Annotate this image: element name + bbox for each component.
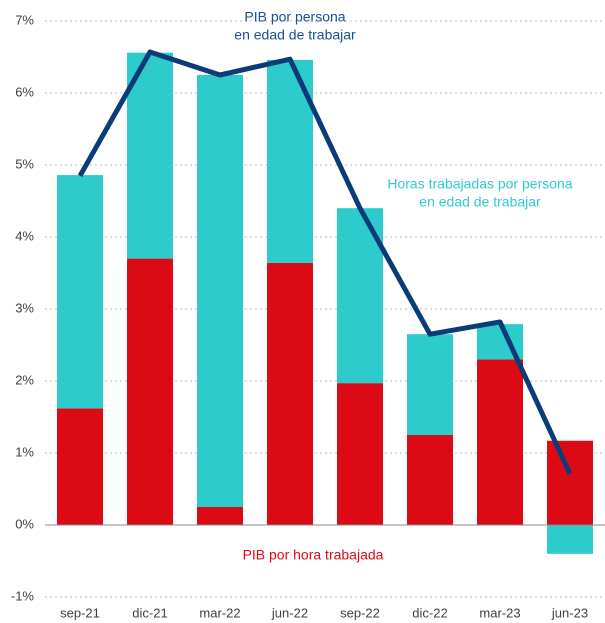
y-tick-label: 2% bbox=[15, 372, 34, 387]
y-tick-label: 0% bbox=[15, 516, 34, 531]
bar bbox=[407, 334, 453, 435]
y-tick-label: 4% bbox=[15, 228, 34, 243]
bar bbox=[547, 525, 593, 554]
bar bbox=[407, 435, 453, 525]
annotation: PIB por persona bbox=[244, 9, 345, 25]
bar bbox=[197, 75, 243, 507]
x-tick-label: dic-21 bbox=[132, 605, 167, 620]
bar bbox=[127, 52, 173, 259]
bar bbox=[197, 507, 243, 525]
y-tick-label: 3% bbox=[15, 300, 34, 315]
bar bbox=[547, 440, 593, 525]
bar bbox=[57, 175, 103, 409]
x-tick-label: sep-22 bbox=[340, 605, 380, 620]
y-tick-label: 6% bbox=[15, 84, 34, 99]
annotation: Horas trabajadas por persona bbox=[387, 176, 572, 192]
x-tick-label: dic-22 bbox=[412, 605, 447, 620]
bar bbox=[267, 262, 313, 525]
x-tick-label: mar-23 bbox=[479, 605, 520, 620]
y-tick-label: 5% bbox=[15, 156, 34, 171]
x-tick-label: jun-23 bbox=[551, 605, 588, 620]
x-tick-label: sep-21 bbox=[60, 605, 100, 620]
x-tick-label: mar-22 bbox=[199, 605, 240, 620]
bar bbox=[477, 359, 523, 525]
bar bbox=[337, 383, 383, 525]
bar bbox=[127, 258, 173, 525]
x-tick-label: jun-22 bbox=[271, 605, 308, 620]
annotation: en edad de trabajar bbox=[234, 27, 356, 43]
y-tick-label: 1% bbox=[15, 444, 34, 459]
y-tick-label: 7% bbox=[15, 12, 34, 27]
annotation: PIB por hora trabajada bbox=[243, 547, 384, 563]
y-tick-label: -1% bbox=[11, 588, 35, 603]
line bbox=[77, 49, 573, 475]
bar bbox=[57, 408, 103, 525]
annotation: en edad de trabajar bbox=[419, 194, 541, 210]
